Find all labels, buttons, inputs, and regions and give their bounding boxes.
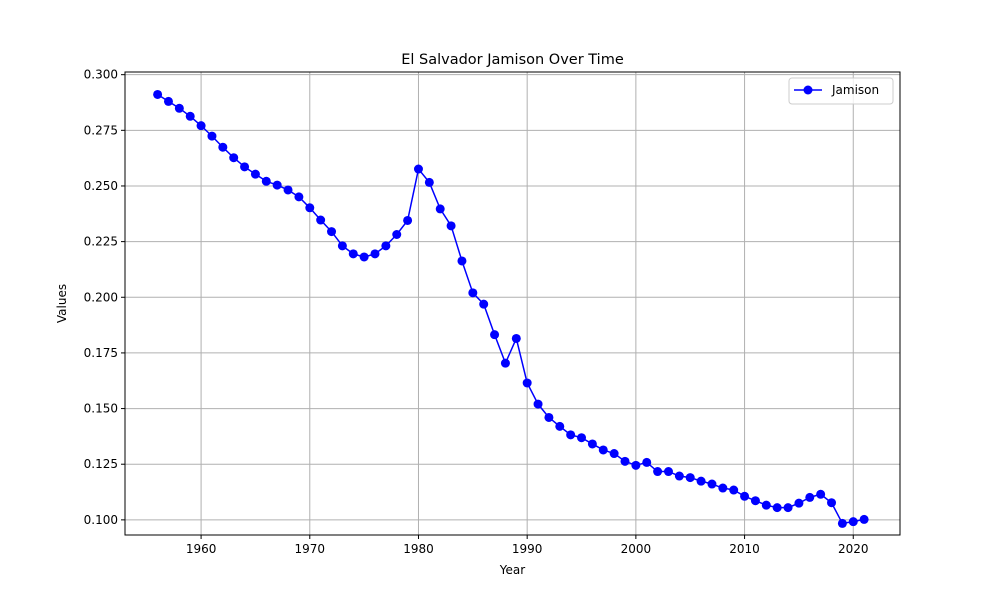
- x-tick-label: 1970: [295, 542, 326, 556]
- x-tick-label: 1960: [186, 542, 217, 556]
- data-point: [337, 241, 347, 251]
- data-point: [816, 489, 826, 499]
- data-point: [490, 330, 500, 340]
- data-point: [240, 162, 250, 172]
- data-point: [642, 457, 652, 467]
- y-tick-label: 0.250: [84, 179, 118, 193]
- x-tick-label: 2010: [729, 542, 760, 556]
- grid: [125, 72, 900, 535]
- chart-title: El Salvador Jamison Over Time: [401, 52, 624, 68]
- data-point: [272, 180, 282, 190]
- data-point: [827, 498, 837, 508]
- data-point: [457, 256, 467, 266]
- legend: Jamison: [788, 77, 894, 105]
- data-point: [174, 103, 184, 113]
- data-point: [327, 227, 337, 237]
- data-point: [805, 492, 815, 502]
- data-point: [653, 467, 663, 477]
- legend-box: [788, 77, 894, 105]
- data-point: [468, 288, 478, 298]
- data-point: [294, 192, 304, 202]
- data-point: [685, 473, 695, 483]
- data-point: [348, 249, 358, 259]
- data-point: [674, 471, 684, 481]
- y-tick-label: 0.200: [84, 290, 118, 304]
- legend-label: Jamison: [831, 83, 879, 97]
- data-point: [837, 518, 847, 528]
- data-point: [696, 476, 706, 486]
- data-point: [555, 421, 565, 431]
- data-point: [479, 299, 489, 309]
- y-tick-label: 0.150: [84, 402, 118, 416]
- data-point: [500, 358, 510, 368]
- data-point: [511, 333, 521, 343]
- data-point: [750, 496, 760, 506]
- data-point: [609, 449, 619, 459]
- x-axis: 1960 1970 1980 1990 2000 2010 2020: [186, 535, 869, 556]
- data-point: [772, 503, 782, 513]
- y-tick-label: 0.225: [84, 235, 118, 249]
- data-point: [207, 131, 217, 141]
- data-point: [413, 164, 423, 174]
- data-point: [848, 517, 858, 527]
- series-layer: [153, 89, 869, 528]
- data-point: [740, 491, 750, 501]
- data-point: [218, 142, 228, 152]
- data-point: [250, 169, 260, 179]
- x-tick-label: 2000: [621, 542, 652, 556]
- data-point: [359, 252, 369, 262]
- data-point: [370, 249, 380, 259]
- data-point: [783, 503, 793, 513]
- data-point: [424, 177, 434, 187]
- y-tick-label: 0.100: [84, 513, 118, 527]
- data-point: [446, 221, 456, 231]
- data-point: [522, 378, 532, 388]
- y-tick-label: 0.300: [84, 68, 118, 82]
- data-point: [403, 215, 413, 225]
- data-point: [587, 439, 597, 449]
- data-point: [392, 229, 402, 239]
- data-point: [718, 483, 728, 493]
- data-point: [566, 430, 576, 440]
- data-point: [381, 241, 391, 251]
- legend-marker-sample: [803, 85, 813, 95]
- data-point: [707, 479, 717, 489]
- data-point: [729, 485, 739, 495]
- y-tick-label: 0.275: [84, 123, 118, 137]
- data-point: [620, 456, 630, 466]
- data-point: [229, 153, 239, 163]
- plot-area-frame: [124, 71, 901, 536]
- data-point: [316, 215, 326, 225]
- y-tick-label: 0.125: [84, 457, 118, 471]
- data-point: [153, 89, 163, 99]
- data-point: [533, 399, 543, 409]
- x-axis-title: Year: [499, 563, 525, 577]
- data-point: [794, 498, 804, 508]
- data-point: [577, 433, 587, 443]
- data-point: [435, 204, 445, 214]
- data-point: [196, 121, 206, 131]
- data-point: [761, 500, 771, 510]
- data-point: [283, 185, 293, 195]
- data-point: [163, 96, 173, 106]
- x-tick-label: 1980: [403, 542, 434, 556]
- data-point: [598, 445, 608, 455]
- data-point: [859, 514, 869, 524]
- data-point: [305, 203, 315, 213]
- data-point: [261, 176, 271, 186]
- x-tick-label: 2020: [838, 542, 869, 556]
- data-point: [544, 412, 554, 422]
- data-point: [185, 111, 195, 121]
- y-axis: 0.100 0.125 0.150 0.175 0.200 0.225 0.250 0.275…: [84, 68, 125, 527]
- data-point: [631, 460, 641, 470]
- x-tick-label: 1990: [512, 542, 543, 556]
- y-tick-label: 0.175: [84, 346, 118, 360]
- data-point: [663, 467, 673, 477]
- y-axis-title: Values: [55, 284, 69, 323]
